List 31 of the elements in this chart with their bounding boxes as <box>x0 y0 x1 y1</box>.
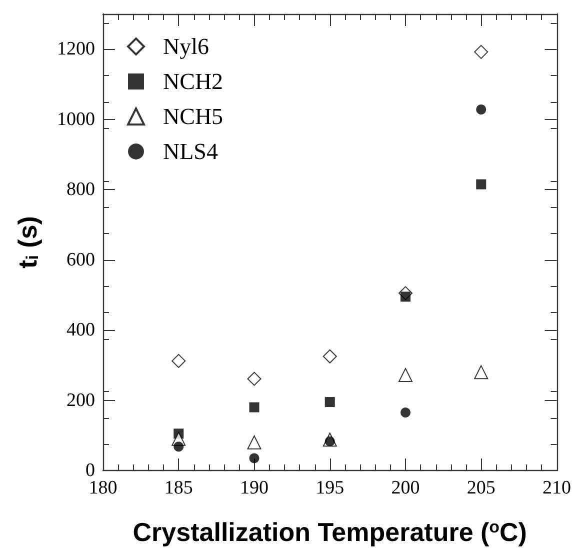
legend-label: Nyl6 <box>163 34 209 59</box>
point <box>322 349 337 364</box>
point <box>247 372 262 386</box>
x-tick-label: 200 <box>391 478 420 498</box>
y-tick-label: 200 <box>66 390 95 411</box>
point <box>172 354 186 368</box>
point <box>476 179 486 190</box>
legend-label: NCH2 <box>163 69 224 94</box>
x-tick-label: 195 <box>316 478 344 498</box>
legend-label: NCH5 <box>163 104 224 129</box>
y-axis-title: ti (s) <box>12 216 42 268</box>
point <box>324 397 335 408</box>
point <box>474 365 488 380</box>
y-tick-label: 600 <box>66 249 95 270</box>
point <box>474 44 488 59</box>
point <box>174 442 184 452</box>
y-tick-label: 400 <box>66 320 95 341</box>
y-tick-label: 1000 <box>57 108 95 130</box>
point <box>249 453 260 464</box>
point <box>400 408 410 418</box>
y-tick-label: 800 <box>66 179 95 200</box>
x-tick-label: 185 <box>164 478 193 498</box>
x-tick-label: 190 <box>240 478 268 498</box>
point <box>476 104 486 115</box>
legend-label: NLS4 <box>163 139 218 164</box>
y-tick-label: 1200 <box>57 38 95 60</box>
x-tick-label: 210 <box>542 478 571 498</box>
point <box>398 368 412 382</box>
point <box>247 435 262 450</box>
x-tick-label: 205 <box>466 478 496 498</box>
point <box>249 402 260 412</box>
